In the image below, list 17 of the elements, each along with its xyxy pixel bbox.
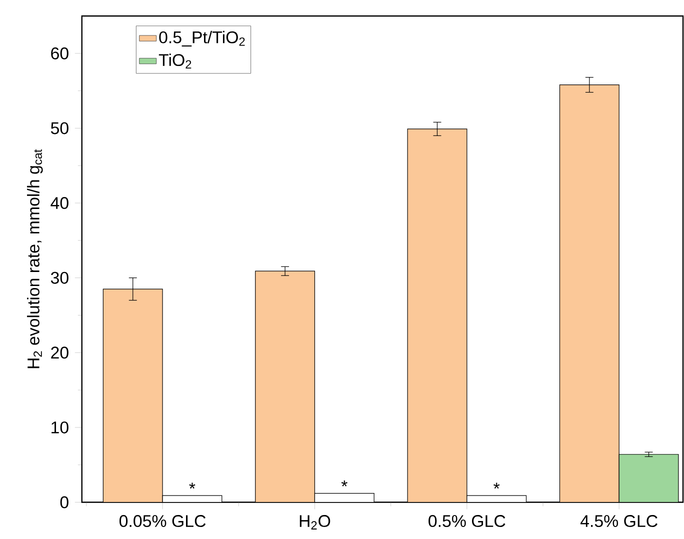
y-tick-label: 0: [60, 496, 68, 508]
y-axis-title: H$_{2}$ evolution rate, mmol/h g$_{cat}$: [27, 149, 43, 368]
y-tick-label: 20: [51, 346, 68, 359]
legend-label: TiO$_{2}$: [158, 54, 192, 68]
x-tick-label: 0.5% GLC: [428, 514, 506, 527]
y-tick-label: 50: [50, 122, 68, 134]
x-tick-label: 0.05% GLC: [119, 514, 206, 527]
annotation: *: [189, 482, 196, 489]
x-tick-label: H$_{2}$O: [300, 514, 330, 530]
annotation: *: [494, 482, 500, 489]
y-tick-label: 10: [52, 421, 68, 434]
x-tick-label: 4.5% GLC: [580, 514, 658, 527]
y-tick-label: 30: [50, 272, 68, 284]
y-tick-label: 60: [51, 47, 68, 60]
y-tick-label: 40: [50, 196, 68, 209]
legend-label: 0.5_Pt/TiO$_{2}$: [159, 30, 245, 46]
annotation: *: [341, 480, 348, 486]
